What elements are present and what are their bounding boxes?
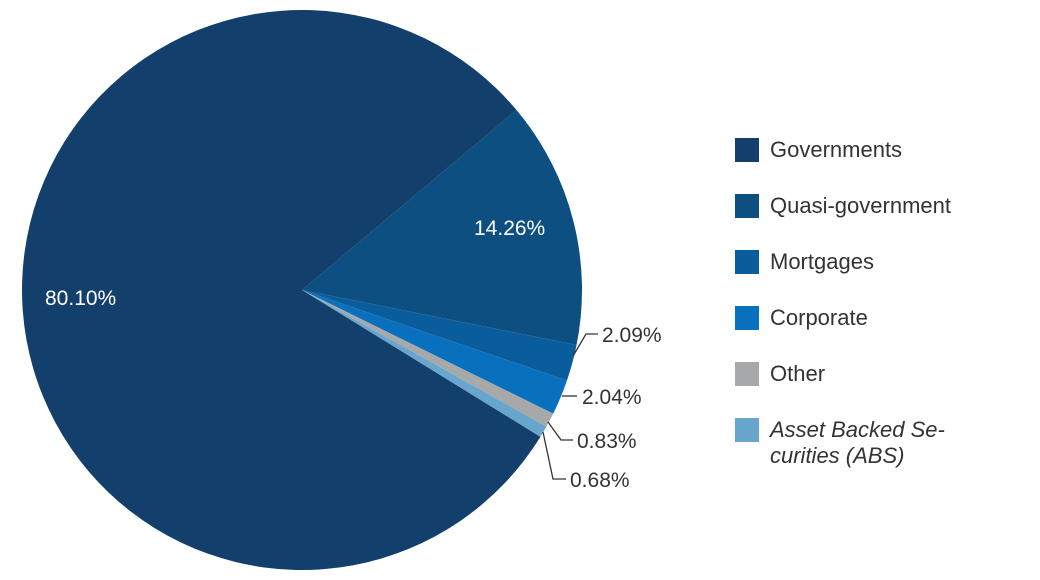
label-abs: 0.68% [570,469,630,492]
label-quasi-government: 14.26% [474,217,545,240]
label-corporate: 2.04% [582,386,642,409]
legend-item-abs: Asset Backed Se-curities (ABS) [735,417,980,473]
label-mortgages: 2.09% [602,324,662,347]
legend-swatch-corporate [735,306,759,330]
legend-swatch-governments [735,138,759,162]
legend-swatch-abs [735,418,759,442]
leader-line-other [547,421,573,441]
legend-swatch-quasi-government [735,194,759,218]
legend-label: Mortgages [770,249,874,274]
legend-label: Asset Backed Se-curities (ABS) [770,417,945,468]
label-other: 0.83% [577,430,637,453]
pie-slice-other [302,290,554,427]
legend-label: Governments [770,137,903,162]
legend-label: Other [770,361,826,386]
legend-item-corporate: Corporate [735,305,980,361]
pie-slice-corporate [302,290,567,414]
legend-label: Corporate [770,305,868,330]
legend-item-quasi-government: Quasi-government [735,193,980,249]
legend-swatch-other [735,362,759,386]
pie-slice-quasi-government [302,110,583,346]
legend: Governments Quasi-government Mortgages C… [735,137,980,473]
legend-swatch-mortgages [735,250,759,274]
label-governments: 80.10% [45,287,116,310]
pie-slice-mortgages [302,290,577,381]
pie-slice-asset-backed-securities-abs [302,290,547,437]
leader-line-mortgages [572,333,598,357]
legend-item-governments: Governments [735,137,980,193]
legend-item-other: Other [735,361,980,417]
pie-slices [21,10,583,571]
legend-label: Quasi-government [770,193,951,218]
legend-item-mortgages: Mortgages [735,249,980,305]
pie-slice-governments [21,10,541,571]
leader-line-abs [542,431,566,480]
